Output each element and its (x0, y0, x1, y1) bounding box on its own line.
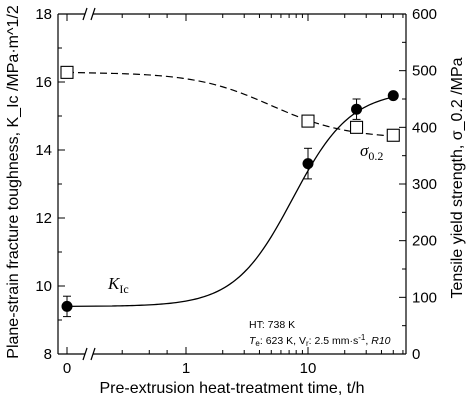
right-tick-label: 400 (412, 119, 437, 136)
plot-frame (57, 7, 407, 361)
x-tick-label: 10 (300, 360, 317, 377)
sigma-fit-curve (66, 71, 394, 137)
x-axis-title: Pre-extrusion heat-treatment time, t/h (100, 380, 365, 397)
axis-break-mark (90, 7, 96, 21)
x-tick-label: 0 (63, 360, 71, 377)
axis-break-mark (82, 347, 88, 361)
top-break-gap (85, 8, 93, 20)
kic-fit-curve (66, 96, 394, 308)
kic-series-label: KIc (107, 274, 129, 296)
kic-point (302, 158, 314, 170)
sigma-point (301, 114, 315, 128)
left-tick-label: 18 (35, 6, 52, 23)
right-tick-label: 600 (412, 6, 437, 23)
kic-point (61, 300, 73, 312)
left-y-axis-title: Plane-strain fracture toughness, K_Ic /M… (5, 5, 22, 359)
labels-layer: KIc σ0.2 HT: 738 K Te: 623 K, Vr: 2.5 mm·s-… (5, 5, 466, 397)
axis-break-mark (90, 347, 96, 361)
axis-ticks: 8 10 12 14 16 18 0 100 200 300 400 500 600 0 1 10 (35, 6, 437, 377)
series-layer (60, 65, 400, 318)
left-tick-label: 10 (35, 278, 52, 295)
left-tick-label: 8 (44, 346, 52, 363)
bottom-break-gap (85, 348, 93, 360)
annotation-line-2: Te: 623 K, Vr: 2.5 mm·s-1, R10 (249, 333, 391, 348)
sigma-point (349, 120, 364, 134)
sigma-point (386, 128, 400, 142)
right-y-axis-title: Tensile yield strength, σ_0.2 /MPa (449, 57, 466, 298)
left-tick-label: 16 (35, 74, 52, 91)
left-tick-label: 12 (35, 210, 52, 227)
sigma-point (60, 65, 74, 79)
axis-break-mark (82, 7, 88, 21)
annotation-line-1: HT: 738 K (249, 319, 295, 331)
kic-point (351, 103, 363, 115)
sigma-series-label: σ0.2 (360, 141, 383, 163)
right-tick-label: 300 (412, 176, 437, 193)
right-tick-label: 0 (412, 346, 420, 363)
left-tick-label: 14 (35, 142, 52, 159)
x-tick-label: 1 (182, 360, 190, 377)
right-tick-label: 100 (412, 289, 437, 306)
kic-point (387, 90, 399, 102)
right-tick-label: 500 (412, 63, 437, 80)
right-tick-label: 200 (412, 233, 437, 250)
